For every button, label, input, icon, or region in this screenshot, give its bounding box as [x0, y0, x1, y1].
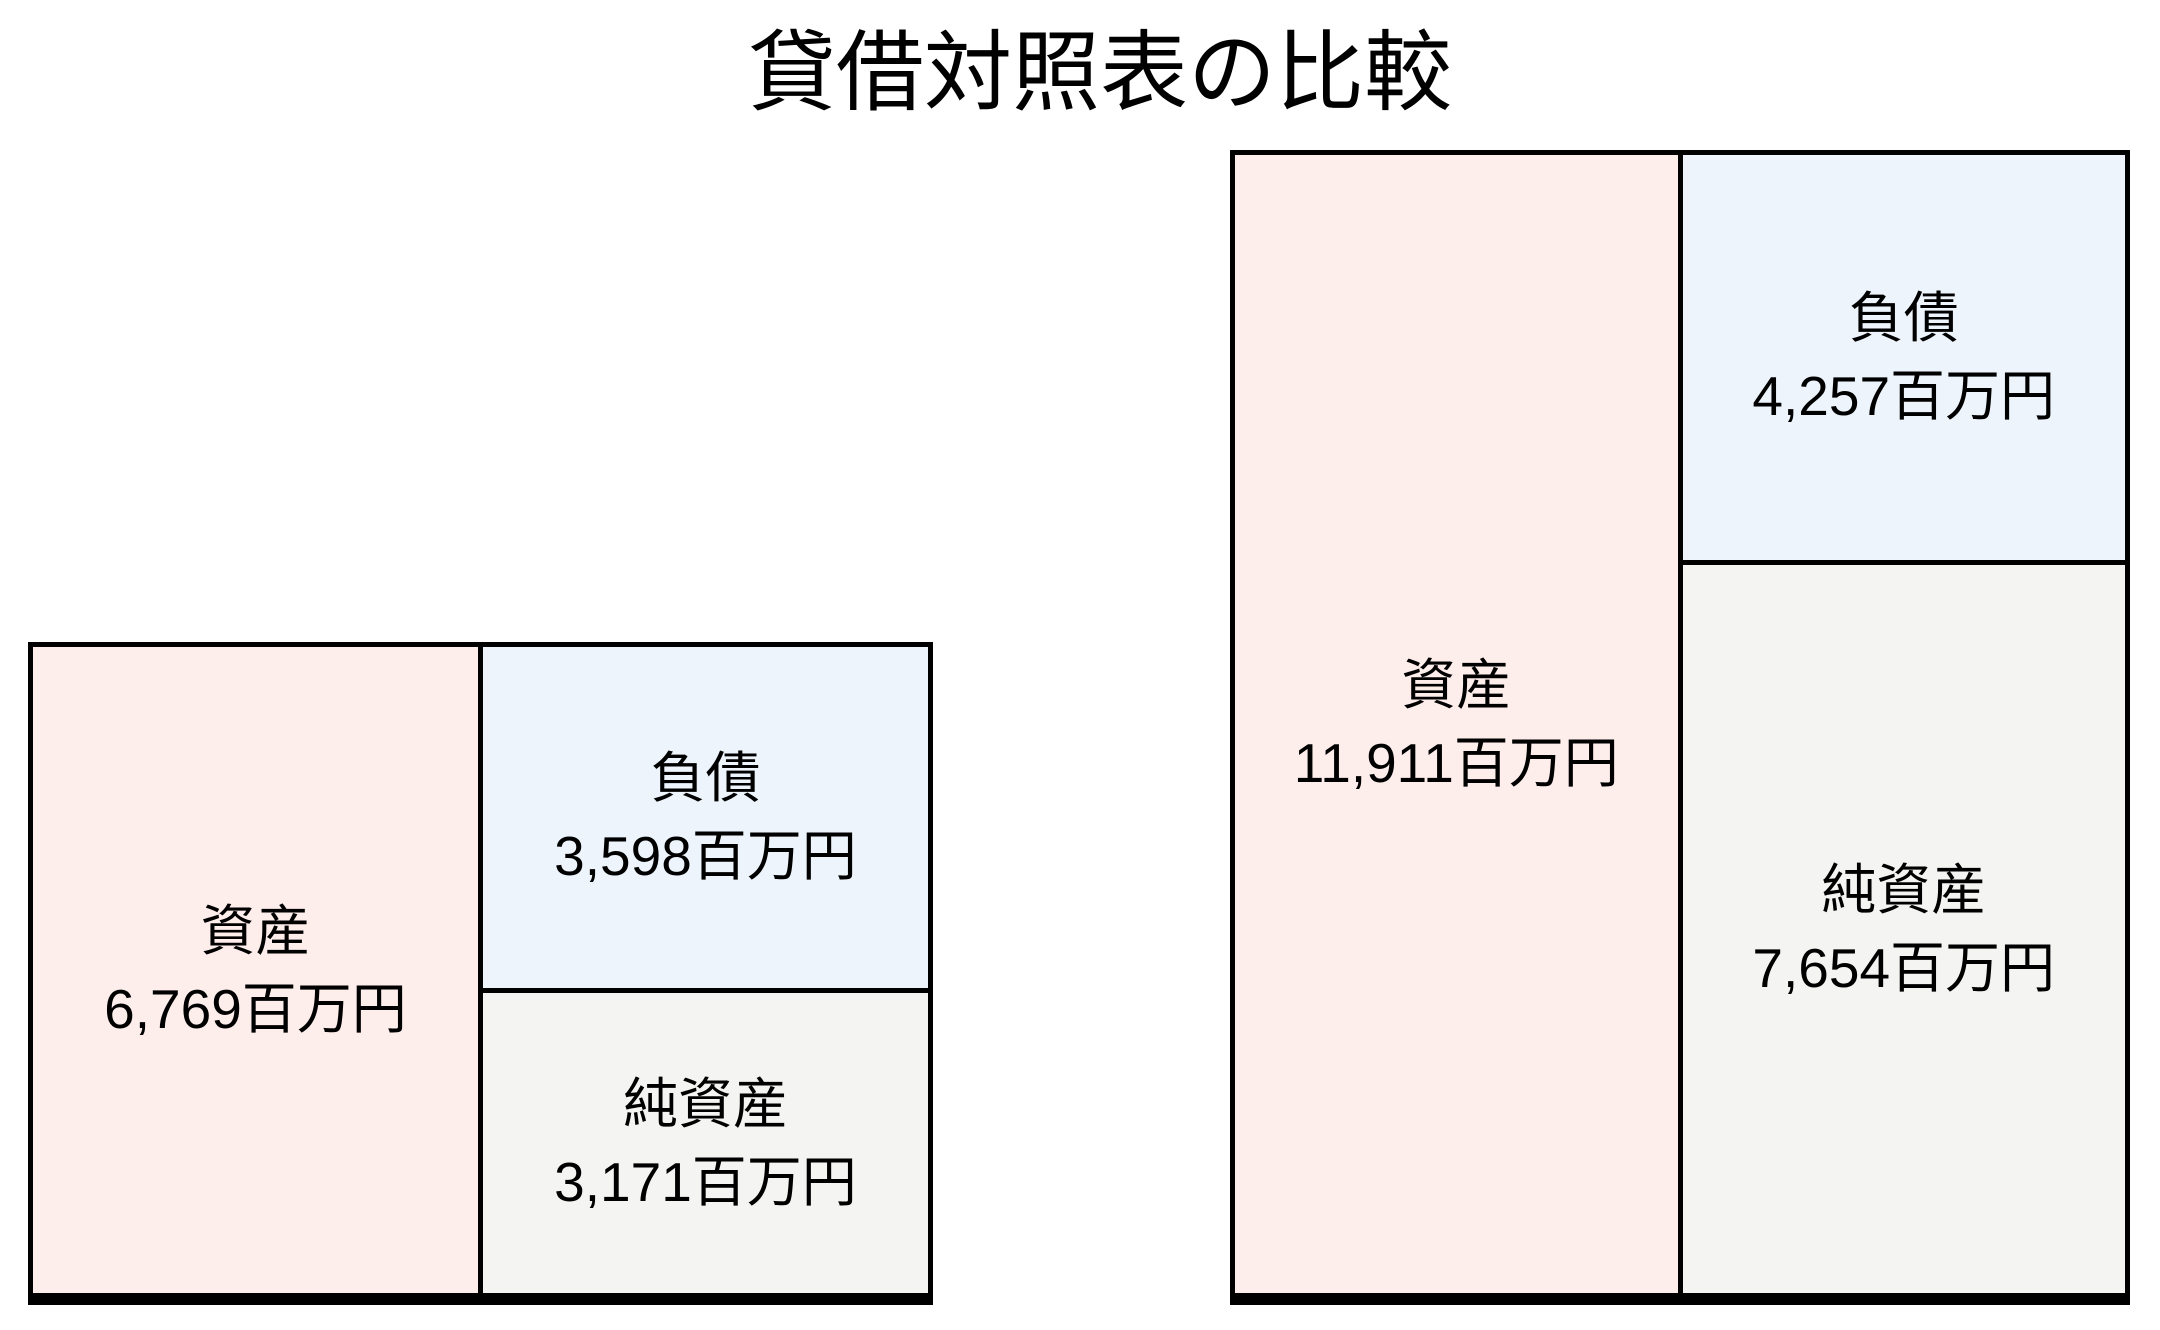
balance-sheet-box-1: 資産 6,769百万円 負債 3,598百万円 純資産 3,171百万円 [28, 642, 933, 1305]
bs1-liabilities-text: 負債 3,598百万円 [554, 739, 857, 895]
bs2-net-assets-label: 純資産 [1821, 858, 1987, 921]
bs1-liabilities-section: 負債 3,598百万円 [483, 647, 928, 993]
bs2-net-assets-section: 純資産 7,654百万円 [1682, 564, 2125, 1293]
bs1-net-assets-label: 純資産 [622, 1072, 788, 1135]
balance-sheet-box-2: 資産 11,911百万円 負債 4,257百万円 純資産 7,654百万円 [1230, 150, 2130, 1305]
bs1-net-assets-value: 3,171百万円 [554, 1150, 857, 1213]
bs2-assets-text: 資産 11,911百万円 [1294, 646, 1619, 802]
bs2-net-assets-text: 純資産 7,654百万円 [1752, 851, 2055, 1007]
bs1-assets-section: 資産 6,769百万円 [33, 647, 483, 1293]
bs2-assets-label: 資産 [1401, 653, 1512, 716]
bs1-assets-label: 資産 [200, 899, 311, 962]
bs2-liabilities-value: 4,257百万円 [1752, 365, 2056, 428]
bs1-net-assets-section: 純資産 3,171百万円 [483, 992, 928, 1293]
bs1-assets-text: 資産 6,769百万円 [104, 892, 407, 1048]
bs1-assets-value: 6,769百万円 [104, 978, 407, 1040]
bs1-net-assets-text: 純資産 3,171百万円 [554, 1065, 857, 1221]
bs2-right-column: 負債 4,257百万円 純資産 7,654百万円 [1682, 155, 2125, 1293]
bs1-liabilities-value: 3,598百万円 [554, 825, 857, 888]
bs2-assets-value: 11,911百万円 [1293, 732, 1619, 794]
bs2-liabilities-text: 負債 4,257百万円 [1752, 279, 2055, 435]
bs1-liabilities-label: 負債 [650, 747, 761, 810]
bs2-assets-section: 資産 11,911百万円 [1235, 155, 1683, 1293]
bs2-net-assets-value: 7,654百万円 [1752, 936, 2056, 999]
chart-title: 貸借対照表の比較 [747, 23, 1453, 122]
bs1-right-column: 負債 3,598百万円 純資産 3,171百万円 [483, 647, 928, 1293]
bs2-liabilities-label: 負債 [1848, 287, 1959, 350]
bs2-liabilities-section: 負債 4,257百万円 [1682, 155, 2125, 565]
